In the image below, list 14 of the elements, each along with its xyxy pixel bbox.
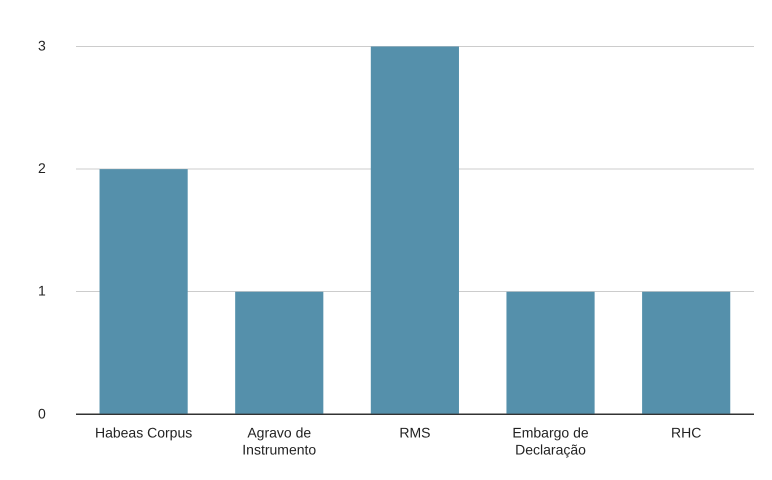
x-tick-label: RMS: [399, 424, 430, 441]
y-tick-label: 0: [38, 405, 46, 422]
y-tick-label: 3: [38, 37, 46, 54]
y-tick-label: 1: [38, 282, 46, 299]
y-tick-label: 2: [38, 160, 46, 176]
bar: [642, 292, 730, 414]
bar: [506, 292, 595, 414]
bar: [100, 169, 188, 414]
bar: [370, 46, 459, 414]
x-tick-label: Habeas Corpus: [94, 424, 192, 441]
bar: [235, 292, 324, 414]
x-tick-label: Embargo de Declaração: [512, 424, 589, 458]
x-tick-label: RHC: [671, 424, 702, 441]
x-tick-label: Agravo de Instrumento: [242, 424, 316, 458]
